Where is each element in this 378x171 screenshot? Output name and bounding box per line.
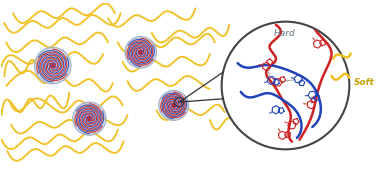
Circle shape <box>73 102 106 135</box>
Text: Hard: Hard <box>273 29 295 38</box>
Circle shape <box>125 37 156 68</box>
Circle shape <box>159 90 189 120</box>
Text: Soft: Soft <box>354 78 375 87</box>
Circle shape <box>222 22 349 149</box>
Circle shape <box>34 47 71 84</box>
